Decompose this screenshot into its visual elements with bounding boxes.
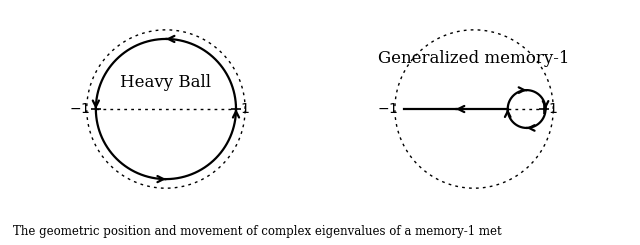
Text: $1$: $1$ [548,102,557,116]
Text: The geometric position and movement of complex eigenvalues of a memory-1 met: The geometric position and movement of c… [13,225,501,238]
Text: Heavy Ball: Heavy Ball [120,74,211,91]
Text: $1$: $1$ [239,102,249,116]
Text: $-1$: $-1$ [69,102,90,116]
Text: Generalized memory-1: Generalized memory-1 [378,50,570,67]
Text: $-1$: $-1$ [377,102,398,116]
